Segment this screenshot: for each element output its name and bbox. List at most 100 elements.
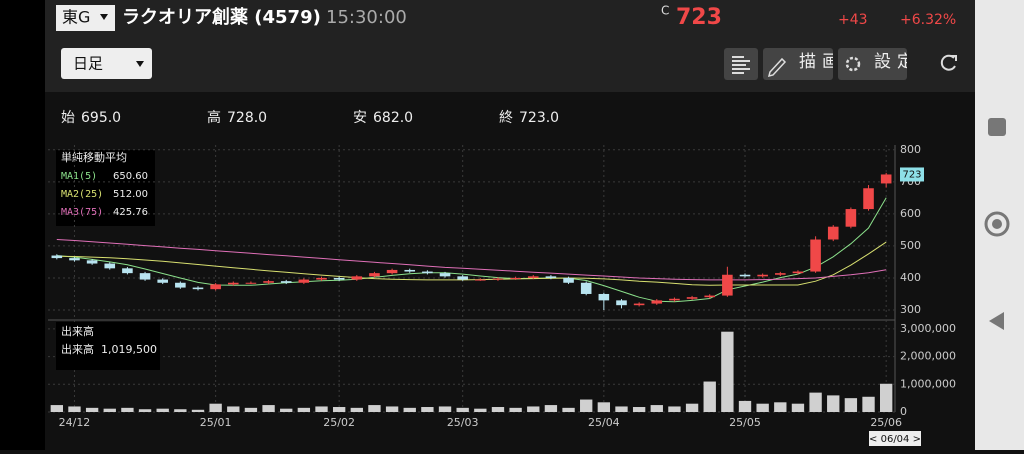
legend-name: MA1(5)	[61, 171, 97, 182]
volume-bar	[474, 408, 487, 412]
volume-title: 出来高	[61, 324, 94, 338]
volume-bar	[385, 406, 399, 412]
candle-body	[810, 239, 821, 272]
indicator-icon	[732, 56, 750, 74]
y-tick-label: 800	[900, 143, 921, 156]
volume-bar	[121, 407, 134, 412]
candle-body	[175, 282, 186, 288]
candle-body	[651, 300, 663, 304]
refresh-arrow	[951, 55, 957, 61]
volume-tick-label: 0	[900, 405, 907, 418]
volume-bar	[809, 392, 822, 412]
volume-bar	[103, 408, 116, 412]
ohlc-label: 安	[353, 110, 367, 126]
settings-clip: 設定	[874, 52, 920, 72]
ohlc-label: 高	[207, 109, 221, 126]
volume-bar	[421, 407, 434, 412]
volume-bar	[50, 405, 63, 412]
nav-back[interactable]	[989, 312, 1004, 330]
volume-bar	[880, 383, 893, 412]
ohlc-label: 始	[61, 110, 75, 126]
volume-bar	[650, 405, 663, 412]
volume-bar	[438, 406, 452, 412]
period: 日足	[73, 55, 103, 73]
x-tick-label: 25/02	[323, 416, 355, 429]
candle-body	[333, 277, 345, 280]
ma-legend-box	[56, 150, 155, 226]
volume-bar	[791, 403, 805, 412]
y-tick-label: 400	[900, 271, 921, 284]
change-pct: +6.32%	[900, 12, 956, 28]
volume-bar	[580, 399, 593, 412]
gear-icon	[845, 56, 861, 72]
ohlc-value: 682.0	[373, 110, 413, 126]
candle-body	[616, 300, 627, 306]
volume-bar	[85, 407, 99, 412]
ma-line	[56, 241, 887, 286]
change: +43	[838, 12, 868, 28]
settings-label: 設定	[874, 52, 920, 72]
x-tick-label: 24/12	[59, 416, 91, 429]
price-tag-box	[900, 167, 924, 182]
draw-button[interactable]	[763, 48, 833, 80]
price-tag: 723	[902, 169, 921, 180]
refresh-icon[interactable]	[940, 54, 956, 71]
legend-name: MA2(25)	[61, 189, 103, 200]
candle-body	[386, 269, 398, 274]
date-nav-box[interactable]	[869, 431, 921, 446]
candle-body	[192, 287, 204, 290]
candle-body	[827, 226, 839, 240]
volume-bar	[456, 407, 469, 412]
volume-bar	[262, 405, 275, 412]
volume-bar	[156, 408, 169, 412]
candle-body	[722, 274, 733, 296]
volume-bar	[703, 381, 716, 412]
legend-value: 650.60	[113, 171, 148, 182]
candle-body	[580, 282, 592, 294]
volume-tick-label: 3,000,000	[900, 322, 956, 335]
volume-bar	[491, 407, 505, 412]
legend-value: 425.76	[113, 207, 148, 218]
volume-last: 1,019,500	[101, 343, 157, 356]
candle-body	[510, 277, 521, 279]
volume-bar	[315, 406, 328, 412]
volume-tick-label: 2,000,000	[900, 350, 956, 363]
volume-label: 出来高	[61, 342, 94, 356]
x-tick-label: 25/06	[870, 416, 902, 429]
volume-bar	[615, 406, 628, 412]
settings-button[interactable]	[838, 48, 907, 80]
volume-tick-label: 1,000,000	[900, 377, 956, 390]
x-tick-label: 25/05	[729, 416, 761, 429]
volume-bar	[827, 395, 840, 412]
candle-body	[739, 274, 751, 277]
dropdown-arrow	[136, 61, 144, 67]
volume-bar	[544, 405, 558, 412]
candle-body	[686, 297, 698, 299]
volume-bar	[862, 396, 875, 412]
candle-body	[704, 295, 716, 298]
candle-body	[139, 273, 151, 280]
time: 15:30:00	[326, 7, 407, 28]
candle-body	[598, 293, 610, 301]
candle-body	[457, 276, 468, 280]
volume-bar	[209, 403, 222, 412]
nav-recent[interactable]	[988, 118, 1006, 136]
market: 東G	[62, 8, 90, 27]
period-select[interactable]	[61, 48, 152, 79]
candle-body	[757, 274, 768, 277]
candle-body	[122, 268, 133, 274]
candle-body	[69, 258, 80, 261]
volume-bar	[350, 407, 363, 412]
candle-body	[633, 303, 645, 306]
nav-home[interactable]	[984, 211, 1010, 237]
date-nav: < 06/04 >	[869, 434, 921, 445]
candle-body	[845, 209, 857, 227]
volume-bar	[332, 407, 346, 412]
x-tick-label: 25/03	[447, 416, 479, 429]
volume-bar	[738, 400, 752, 412]
volume-bar	[756, 403, 769, 412]
ma-legend-title: 単純移動平均	[61, 150, 127, 164]
candle-body	[263, 281, 274, 283]
ohlc-label: 終	[499, 110, 513, 126]
candle-body	[527, 276, 539, 278]
